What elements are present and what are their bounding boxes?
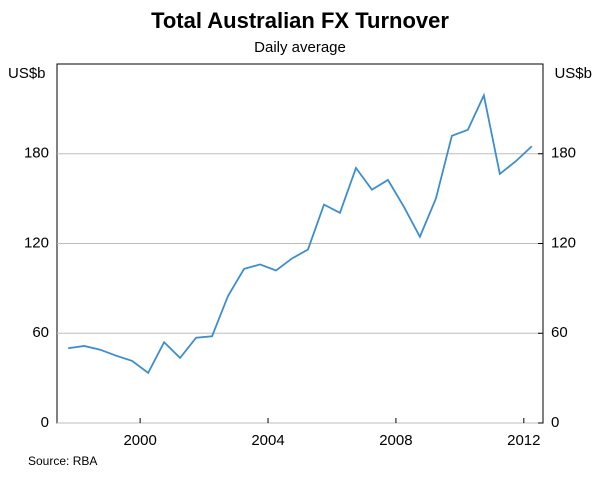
y-tick-label: 0 [41, 414, 49, 431]
x-tick-label: 2012 [507, 432, 540, 449]
y-axis-label: US$b [8, 65, 46, 82]
y-tick-label: 60 [32, 324, 49, 341]
y2-tick-label: 180 [551, 145, 576, 162]
y-tick-label: 180 [24, 145, 49, 162]
x-tick-label: 2000 [123, 432, 156, 449]
source-note: Source: RBA [28, 454, 97, 468]
y2-axis-label: US$b [554, 65, 592, 82]
x-tick-label: 2004 [251, 432, 284, 449]
y-tick-label: 120 [24, 234, 49, 251]
chart-title: Total Australian FX Turnover [151, 8, 449, 33]
y2-tick-label: 120 [551, 234, 576, 251]
x-tick-label: 2008 [379, 432, 412, 449]
data-line [68, 92, 533, 375]
y2-tick-label: 0 [551, 414, 559, 431]
chart-subtitle: Daily average [254, 39, 346, 56]
y2-tick-label: 60 [551, 324, 568, 341]
